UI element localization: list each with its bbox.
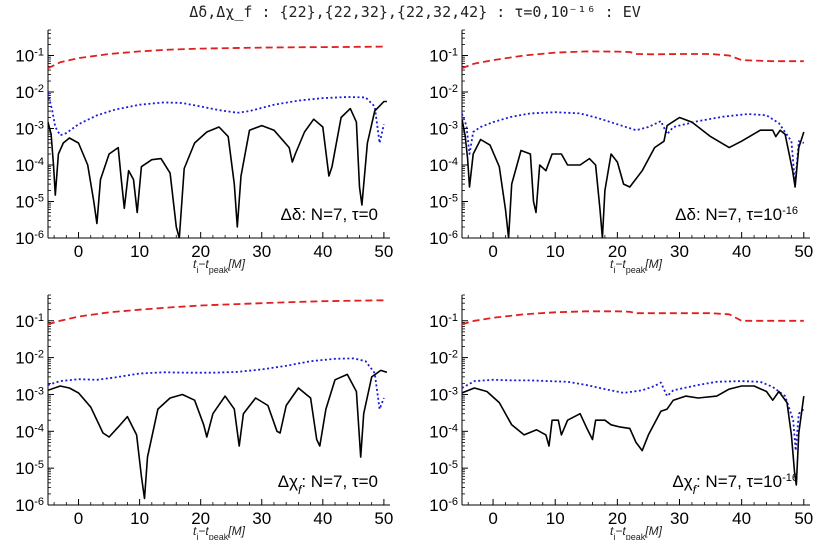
y-tick-label: 10-3	[15, 120, 44, 139]
x-axis-label: ti−tpeak[M]	[193, 524, 246, 540]
y-tick-label: 10-2	[15, 83, 44, 102]
series-line-red	[462, 310, 804, 326]
panel-annotation: Δδ: N=7, τ=0	[281, 205, 378, 224]
x-tick-label: 50	[374, 242, 393, 261]
panel-annotation: Δχf: N=7, τ=10-16	[672, 472, 798, 497]
series-line-blue	[48, 357, 385, 410]
x-tick-label: 40	[313, 509, 332, 528]
x-tick-label: 30	[670, 509, 689, 528]
y-tick-label: 10-4	[15, 422, 44, 441]
y-tick-label: 10-2	[429, 83, 458, 102]
y-tick-label: 10-6	[429, 229, 458, 248]
y-tick-label: 10-5	[429, 459, 458, 478]
y-tick-label: 10-6	[15, 229, 44, 248]
panel-top-left: 10-1 10-2 10-3 10-4 10-5 10-6 0 10 20 30 40 50 ti−tp…	[15, 29, 393, 275]
series-line-blue	[462, 111, 805, 185]
series-line-black	[462, 385, 805, 486]
x-tick-label: 0	[74, 242, 83, 261]
y-tick-label: 10-5	[15, 193, 44, 212]
series-line-red	[48, 45, 384, 70]
x-tick-label: 0	[74, 509, 83, 528]
x-tick-label: 30	[670, 242, 689, 261]
x-tick-label: 40	[732, 242, 751, 261]
panel-bottom-left: 10-1 10-2 10-3 10-4 10-5 10-6 0 10 20 30 40 50 ti−tp…	[15, 294, 393, 540]
panel-bottom-right: 10-1 10-2 10-3 10-4 10-5 10-6 0 10 20 30 40 50 ti−tp…	[429, 294, 813, 540]
y-tick-label: 10-6	[15, 496, 44, 515]
series-line-blue	[462, 378, 805, 452]
y-tick-label: 10-2	[429, 349, 458, 368]
y-tick-label: 10-1	[15, 47, 44, 66]
series-line-black	[48, 369, 388, 500]
series-line-black	[462, 116, 805, 238]
y-tick-label: 10-3	[15, 385, 44, 404]
x-tick-label: 20	[608, 509, 627, 528]
y-tick-label: 10-1	[429, 47, 458, 66]
x-axis-label: ti−tpeak[M]	[193, 257, 246, 275]
x-tick-label: 0	[488, 509, 497, 528]
x-tick-label: 40	[732, 509, 751, 528]
x-tick-label: 50	[374, 509, 393, 528]
y-tick-label: 10-1	[15, 312, 44, 331]
x-tick-label: 10	[130, 242, 149, 261]
panel-top-right: 10-1 10-2 10-3 10-4 10-5 10-6 0 10 20 30 40 50 ti−tp…	[429, 29, 813, 275]
x-tick-label: 20	[608, 242, 627, 261]
x-tick-label: 30	[252, 509, 271, 528]
y-tick-label: 10-4	[429, 156, 458, 175]
y-tick-label: 10-2	[15, 349, 44, 368]
x-tick-label: 10	[546, 509, 565, 528]
figure-title: Δδ,Δχ_f : {22},{22,32},{22,32,42} : τ=0,…	[189, 3, 641, 21]
x-axis-label: ti−tpeak[M]	[610, 257, 663, 275]
x-tick-label: 0	[488, 242, 497, 261]
y-tick-label: 10-4	[15, 156, 44, 175]
x-tick-label: 20	[191, 242, 210, 261]
series-line-red	[48, 299, 384, 326]
x-tick-label: 50	[794, 242, 813, 261]
x-tick-label: 10	[546, 242, 565, 261]
y-tick-label: 10-5	[429, 193, 458, 212]
x-tick-label: 30	[252, 242, 271, 261]
x-tick-label: 20	[191, 509, 210, 528]
x-tick-label: 50	[794, 509, 813, 528]
x-axis-label: ti−tpeak[M]	[610, 524, 663, 540]
panel-annotation: Δχf: N=7, τ=0	[278, 472, 378, 497]
y-tick-label: 10-1	[429, 312, 458, 331]
y-tick-label: 10-5	[15, 459, 44, 478]
y-tick-label: 10-4	[429, 422, 458, 441]
y-tick-label: 10-6	[429, 496, 458, 515]
y-tick-label: 10-3	[429, 120, 458, 139]
y-tick-label: 10-3	[429, 385, 458, 404]
series-line-blue	[48, 92, 385, 144]
x-tick-label: 10	[130, 509, 149, 528]
series-line-red	[462, 50, 804, 70]
panel-annotation: Δδ: N=7, τ=10-16	[675, 205, 798, 224]
x-tick-label: 40	[313, 242, 332, 261]
series-line-black	[48, 100, 387, 238]
